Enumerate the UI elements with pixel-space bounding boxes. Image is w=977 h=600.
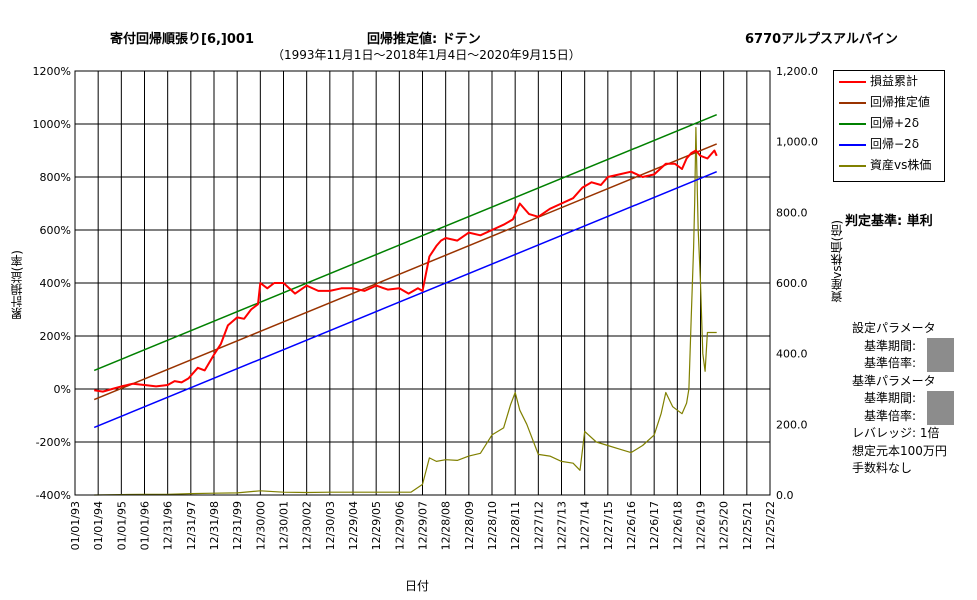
x-tick-label: 12/30/01	[278, 501, 291, 550]
base-mult-1-label: 基準倍率:	[864, 356, 917, 370]
legend-swatch-regression	[839, 102, 866, 104]
plot-border	[74, 70, 771, 496]
x-tick-label: 12/26/18	[671, 501, 684, 550]
y-tick-left: 400%	[40, 277, 71, 290]
asset-vs-price-line	[94, 126, 717, 496]
y-tick-right: 200.0	[776, 418, 808, 431]
x-tick-label: 01/01/95	[115, 501, 128, 550]
fee-label: 手数料なし	[852, 461, 913, 475]
legend-swatch-asset-vs-price	[839, 165, 866, 167]
x-tick-label: 12/29/06	[393, 501, 406, 550]
x-tick-label: 12/26/17	[648, 501, 661, 550]
y-tick-left: -200%	[36, 436, 71, 449]
x-tick-label: 12/29/05	[370, 501, 383, 550]
y-tick-left: 800%	[40, 171, 71, 184]
legend-swatch-pnl	[839, 81, 866, 83]
legend-label-asset-vs-price: 資産vs株価	[870, 158, 932, 172]
hidden-value-box-1	[927, 338, 954, 372]
base-mult-2-label: 基準倍率:	[864, 408, 917, 423]
series-lines	[93, 114, 718, 496]
strategy-title: 寄付回帰順張り[6,]001	[110, 32, 255, 47]
y-tick-right: 1,000.0	[776, 136, 818, 149]
legend-item-regression: 回帰推定値	[834, 92, 944, 113]
set-params-heading: 設定パラメータ	[852, 321, 936, 335]
hidden-value-box-2	[927, 391, 954, 425]
legend-swatch-upper-band	[839, 123, 866, 125]
base-params-heading: 基準パラメータ	[852, 373, 936, 388]
x-tick-label: 12/25/21	[741, 501, 754, 550]
x-tick-label: 12/31/97	[185, 501, 198, 550]
axes: -400% -200% 0% 200% 400% 600% 800% 1000% 1200% 0.…	[33, 65, 818, 550]
legend-item-asset-vs-price: 資産vs株価	[834, 155, 944, 176]
x-tick-label: 12/31/98	[208, 501, 221, 550]
grid-lines	[74, 70, 771, 496]
x-tick-label: 12/28/10	[486, 501, 499, 550]
x-tick-label: 12/30/00	[254, 501, 267, 550]
x-tick-label: 12/27/15	[602, 501, 615, 550]
y-tick-left: 1000%	[33, 118, 71, 131]
x-tick-label: 12/30/03	[324, 501, 337, 550]
capital-label: 想定元本100万円	[852, 443, 947, 458]
x-tick-label: 12/28/09	[463, 501, 476, 550]
x-tick-label: 12/29/04	[347, 501, 360, 550]
x-axis-label: 日付	[405, 579, 430, 593]
x-tick-label: 12/29/07	[417, 501, 430, 550]
base-period-2-label: 基準期間:	[864, 391, 917, 405]
x-tick-label: 01/01/94	[92, 501, 105, 550]
parameter-panel: 設定パラメータ 基準期間: 基準倍率: 基準パラメータ 基準期間: 基準倍率: …	[852, 320, 954, 478]
legend: 損益累計 回帰推定値 回帰+2δ 回帰−2δ 資産vs株価	[833, 70, 945, 182]
x-tick-label: 12/30/02	[301, 501, 314, 550]
legend-item-pnl: 損益累計	[834, 71, 944, 92]
legend-swatch-lower-band	[839, 144, 866, 146]
leverage-label: レバレッジ: 1倍	[852, 426, 940, 440]
legend-label-pnl: 損益累計	[870, 74, 919, 88]
x-tick-label: 12/28/08	[440, 501, 453, 550]
y-tick-right: 600.0	[776, 277, 808, 290]
x-tick-label: 12/25/22	[764, 501, 777, 550]
legend-label-upper-band: 回帰+2δ	[870, 116, 920, 130]
pnl-cumulative-line	[94, 149, 718, 393]
legend-label-regression: 回帰推定値	[870, 95, 931, 109]
base-period-1-label: 基準期間:	[864, 338, 917, 353]
x-tick-label: 12/28/11	[509, 501, 522, 550]
y-tick-left: 600%	[40, 224, 71, 237]
x-tick-label: 12/26/19	[695, 501, 708, 550]
x-tick-label: 12/26/16	[625, 501, 638, 550]
upper-band-line	[93, 114, 717, 372]
y-tick-right: 0.0	[776, 489, 794, 502]
judge-criteria-label: 判定基準: 単利	[845, 214, 933, 229]
y-axis-label-right: 資産vs株価(倍)	[830, 220, 844, 303]
lower-band-line	[93, 171, 717, 429]
y-tick-left: 1200%	[33, 65, 71, 78]
x-tick-label: 12/27/13	[556, 501, 569, 550]
x-tick-label: 12/31/99	[231, 501, 244, 550]
y-tick-right: 1,200.0	[776, 65, 818, 78]
stock-title: 6770アルプスアルパイン	[745, 32, 898, 47]
x-tick-label: 12/27/14	[579, 501, 592, 550]
regression-title: 回帰推定値: ドテン	[367, 32, 481, 47]
x-tick-label: 01/01/93	[69, 501, 82, 550]
y-axis-label-left: 累計損益(率)	[10, 250, 24, 320]
regression-line	[93, 143, 717, 401]
x-tick-label: 12/25/20	[718, 501, 731, 550]
x-tick-label: 01/01/96	[139, 501, 152, 550]
x-tick-label: 12/31/96	[162, 501, 175, 550]
period-subtitle: （1993年11月1日～2018年1月4日～2020年9月15日）	[272, 48, 581, 62]
y-tick-right: 400.0	[776, 348, 808, 361]
y-tick-left: 200%	[40, 330, 71, 343]
legend-label-lower-band: 回帰−2δ	[870, 137, 920, 151]
y-tick-left: 0%	[54, 383, 71, 396]
x-tick-label: 12/27/12	[532, 501, 545, 550]
y-tick-left: -400%	[36, 489, 71, 502]
legend-item-lower-band: 回帰−2δ	[834, 134, 944, 155]
legend-item-upper-band: 回帰+2δ	[834, 113, 944, 134]
y-tick-right: 800.0	[776, 206, 808, 219]
